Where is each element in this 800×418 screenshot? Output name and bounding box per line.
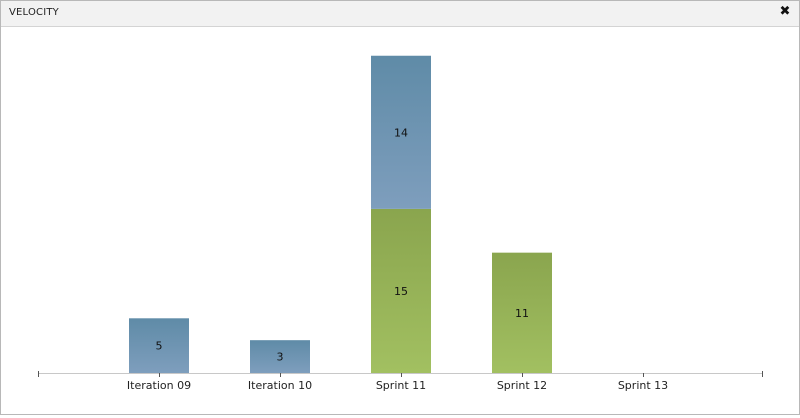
bar-segment-green[interactable] xyxy=(492,252,552,373)
bar-segment-blue[interactable] xyxy=(371,55,431,209)
x-tick-label: Sprint 11 xyxy=(376,379,426,392)
x-tick-label: Sprint 13 xyxy=(618,379,668,392)
x-tick-label: Sprint 12 xyxy=(497,379,547,392)
velocity-chart: Iteration 09 5 Iteration 10 3 Sprint 11 15 14 S… xyxy=(1,27,799,414)
panel-titlebar: VELOCITY ✖ xyxy=(1,1,799,27)
bar-value-label: 11 xyxy=(515,307,529,320)
bar-value-label: 15 xyxy=(394,285,408,298)
bar-value-label: 14 xyxy=(394,126,408,139)
velocity-chart-svg: Iteration 09 5 Iteration 10 3 Sprint 11 15 14 S… xyxy=(38,55,763,392)
close-icon[interactable]: ✖ xyxy=(779,4,791,19)
bar-value-label: 3 xyxy=(277,351,284,364)
x-tick-label: Iteration 10 xyxy=(248,379,312,392)
bar-value-label: 5 xyxy=(156,340,163,353)
panel-title: VELOCITY xyxy=(9,7,59,18)
bar-segment-blue[interactable] xyxy=(250,340,310,373)
x-tick-label: Iteration 09 xyxy=(127,379,191,392)
bar-segment-green[interactable] xyxy=(371,208,431,373)
bar-segment-blue[interactable] xyxy=(129,318,189,373)
